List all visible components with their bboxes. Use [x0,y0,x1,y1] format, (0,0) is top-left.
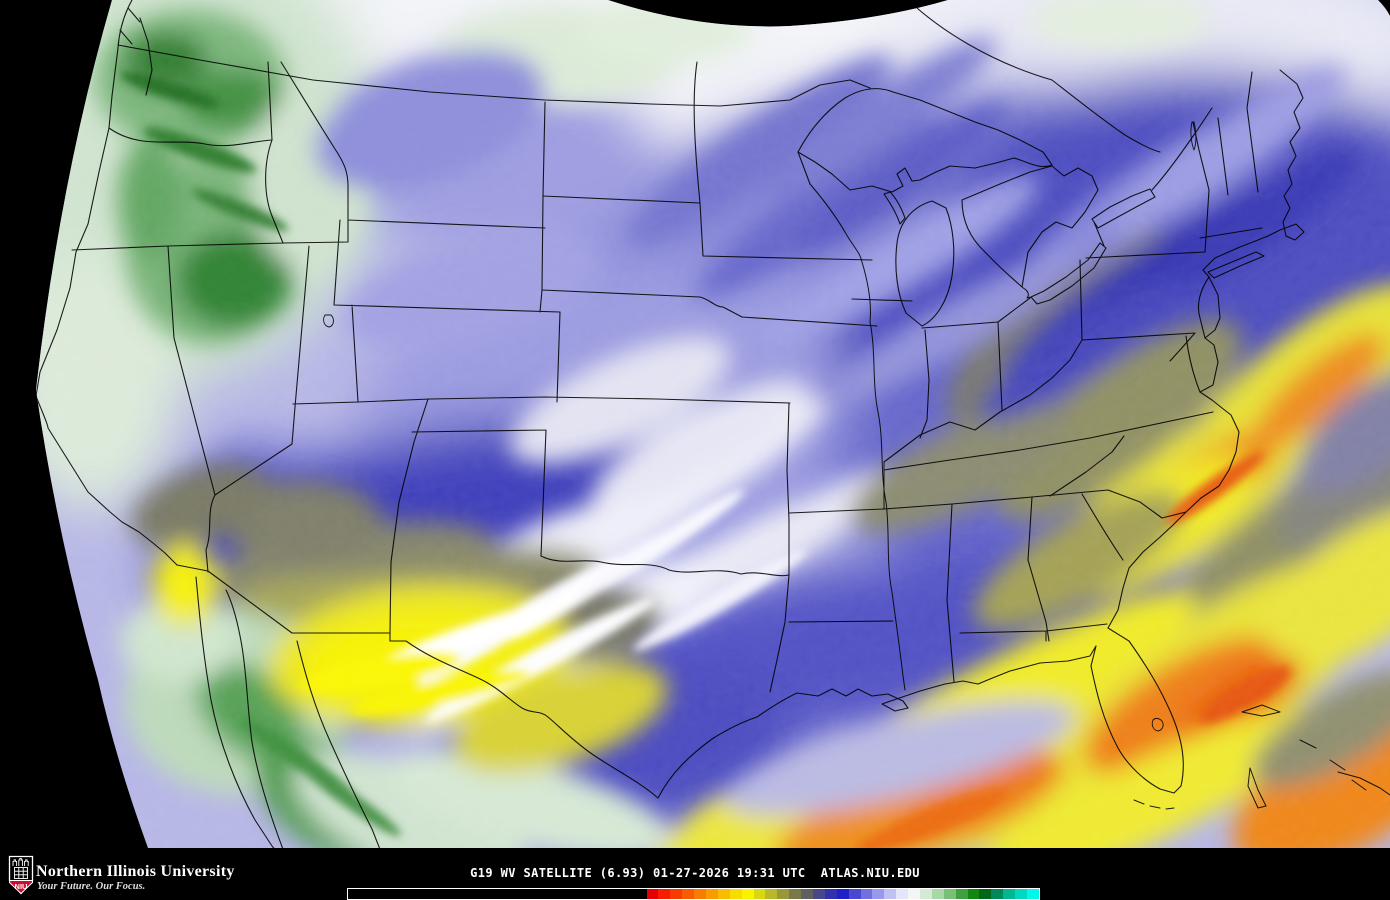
colorbar-cell [931,889,944,899]
pacific-coastline [36,0,178,566]
colorbar-cell [848,889,861,899]
long-island [1207,251,1265,279]
image-grain [36,0,1390,852]
colorbar-cells [646,889,1040,899]
colorbar-cell [979,889,992,899]
atlantic-coastline [1107,69,1305,787]
colorbar-cell [765,889,778,899]
colorbar-cell [1003,889,1016,899]
castle-icon [12,857,29,879]
colorbar-cell [789,889,802,899]
projection-region [36,0,1390,852]
colorbar-black-segment [348,889,647,899]
colorbar-cell [991,889,1004,899]
gulf-coastline [657,645,1182,799]
colorbar-cell [777,889,790,899]
mississippi-river [844,231,906,691]
colorbar-cell [741,889,754,899]
colorbar-cell [884,889,897,899]
puget-sound [119,7,153,96]
colorbar-cell [919,889,932,899]
great-salt-lake [323,314,334,328]
colorbar-cell [872,889,885,899]
colorbar-cell [705,889,718,899]
lake-st-clair [1021,286,1032,299]
wv-satellite-map [36,0,1390,852]
lake-michigan [883,191,955,327]
footer-bar: NIU Northern Illinois University Your Fu… [0,848,1390,900]
mexico-border-rio-grande [176,564,659,799]
colorbar-legend [347,888,1040,900]
colorbar-cell [896,889,909,899]
lake-okeechobee [1151,718,1164,732]
bahamas-cuba [1241,704,1390,809]
colorbar-cell [658,889,671,899]
colorbar-cell [694,889,706,899]
state-borders [36,0,1390,852]
lake-erie [1030,242,1107,305]
colorbar-cell [682,889,695,899]
lake-huron [961,165,1099,288]
niu-wordmark: Northern Illinois University [36,863,235,880]
niu-tagline: Your Future. Our Focus. [37,881,146,892]
colorbar-cell [967,889,980,899]
baja-california [195,576,382,852]
colorbar-cell [955,889,968,899]
colorbar-cell [1027,889,1039,899]
colorbar-cell [836,889,849,899]
colorbar-cell [943,889,956,899]
colorbar-cell [670,889,683,899]
canada-border [117,44,871,107]
lake-superior [797,88,1053,193]
colorbar-cell [729,889,742,899]
colorbar-cell [801,889,813,899]
colorbar-cell [753,889,766,899]
satellite-caption: G19 WV SATELLITE (6.93) 01-27-2026 19:31… [470,866,920,880]
colorbar-cell [908,889,920,899]
shield-niu-text: NIU [15,882,28,891]
florida-keys [1133,799,1175,810]
eastern-state-lines [797,0,1263,561]
map-area [36,0,1390,852]
shield-red-band [9,880,33,895]
colorbar-cell [860,889,873,899]
colorbar-cell [646,889,659,899]
western-state-lines [71,61,1108,693]
lake-champlain [1190,121,1197,151]
colorbar-cell [824,889,837,899]
colorbar-cell [812,889,825,899]
niu-shield-logo: NIU [8,855,34,895]
colorbar-cell [1015,889,1027,899]
lake-ontario [1091,188,1156,229]
colorbar-cell [717,889,730,899]
